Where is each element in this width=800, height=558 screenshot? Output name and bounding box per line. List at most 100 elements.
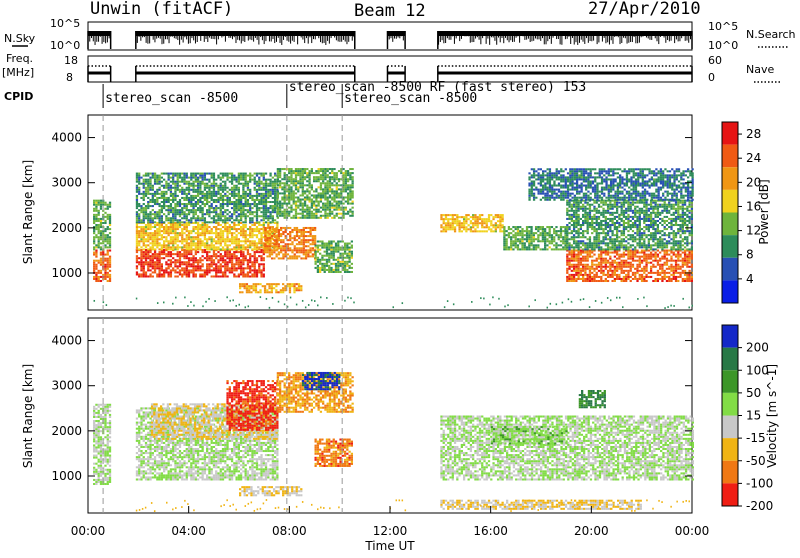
echo-cell (197, 177, 199, 179)
echo-cell (195, 181, 197, 183)
echo-cell (147, 255, 149, 257)
echo-cell (192, 211, 194, 213)
echo-cell (140, 265, 142, 267)
echo-cell (605, 268, 607, 270)
echo-cell (331, 182, 333, 184)
echo-cell (226, 257, 228, 259)
echo-cell (220, 234, 222, 236)
echo-cell (623, 254, 625, 256)
echo-cell (213, 259, 215, 261)
echo-cell (220, 193, 222, 195)
echo-cell (324, 199, 326, 201)
echo-cell (163, 226, 165, 228)
echo-cell (526, 230, 528, 232)
echo-cell (156, 193, 158, 195)
echo-cell (235, 236, 237, 238)
echo-cell (208, 213, 210, 215)
echo-cell (542, 236, 544, 238)
echo-cell (177, 255, 179, 257)
echo-cell (231, 232, 233, 234)
echo-cell (305, 255, 307, 257)
echo-cell (306, 215, 308, 217)
echo-cell (195, 173, 197, 175)
echo-cell (195, 232, 197, 234)
echo-cell (181, 234, 183, 236)
echo-cell (655, 266, 657, 268)
echo-cell (537, 228, 539, 230)
echo-cell (147, 232, 149, 234)
echo-cell (474, 218, 476, 220)
echo-cell (530, 248, 532, 250)
echo-cell (284, 186, 286, 188)
echo-cell (345, 213, 347, 215)
echo-cell (206, 269, 208, 271)
echo-cell (143, 226, 145, 228)
echo-cell (263, 173, 265, 175)
echo-cell (242, 175, 244, 177)
echo-cell (152, 217, 154, 219)
echo-cell (156, 179, 158, 181)
echo-cell (320, 215, 322, 217)
echo-cell (582, 270, 584, 272)
echo-cell (192, 197, 194, 199)
echo-cell (315, 261, 317, 263)
echo-cell (195, 259, 197, 261)
echo-cell (249, 226, 251, 228)
echo-cell (170, 203, 172, 205)
echo-cell (199, 187, 201, 189)
echo-cell (174, 187, 176, 189)
echo-cell (652, 256, 654, 258)
echo-cell (211, 177, 213, 179)
echo-cell (299, 209, 301, 211)
echo-cell (296, 235, 298, 237)
echo-cell (147, 238, 149, 240)
echo-cell (154, 253, 156, 255)
echo-cell (510, 228, 512, 230)
echo-cell (254, 242, 256, 244)
echo-cell (136, 242, 138, 244)
echo-cell (197, 187, 199, 189)
echo-cell (327, 201, 329, 203)
echo-cell (331, 211, 333, 213)
echo-cell (208, 226, 210, 228)
echo-cell (181, 263, 183, 265)
echo-cell (324, 269, 326, 271)
echo-cell (138, 230, 140, 232)
echo-cell (215, 226, 217, 228)
echo-cell (174, 253, 176, 255)
echo-cell (190, 203, 192, 205)
echo-cell (145, 238, 147, 240)
echo-cell (168, 246, 170, 248)
echo-cell (222, 199, 224, 201)
echo-cell (263, 273, 265, 275)
echo-cell (179, 251, 181, 253)
echo-cell (208, 215, 210, 217)
echo-cell (208, 248, 210, 250)
echo-cell (220, 271, 222, 273)
echo-cell (174, 211, 176, 213)
echo-cell (192, 226, 194, 228)
echo-cell (657, 280, 659, 282)
echo-cell (330, 263, 332, 265)
echo-cell (161, 238, 163, 240)
echo-cell (347, 180, 349, 182)
echo-cell (282, 241, 284, 243)
echo-cell (177, 189, 179, 191)
echo-cell (317, 265, 319, 267)
echo-cell (289, 239, 291, 241)
echo-cell (326, 259, 328, 261)
echo-cell (515, 236, 517, 238)
echo-cell (240, 217, 242, 219)
echo-cell (224, 226, 226, 228)
echo-cell (284, 194, 286, 196)
echo-cell (291, 243, 293, 245)
echo-cell (562, 240, 564, 242)
echo-cell (251, 269, 253, 271)
echo-cell (231, 226, 233, 228)
echo-cell (143, 175, 145, 177)
echo-cell (158, 251, 160, 253)
echo-cell (298, 285, 300, 287)
echo-cell (288, 194, 290, 196)
echo-cell (263, 179, 265, 181)
echo-cell (231, 213, 233, 215)
